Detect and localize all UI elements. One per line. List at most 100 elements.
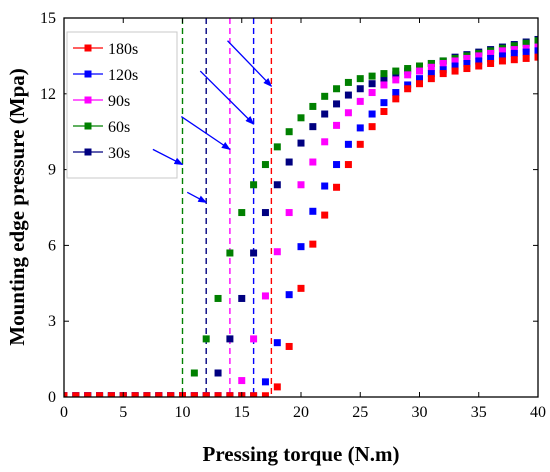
data-point: [439, 66, 447, 74]
data-point: [522, 48, 530, 56]
legend-item: 90s: [73, 93, 130, 110]
data-point: [250, 335, 258, 343]
legend-item: 120s: [73, 67, 138, 84]
data-point: [522, 39, 530, 47]
data-point: [297, 284, 305, 292]
data-point: [498, 47, 506, 55]
data-point: [475, 52, 483, 60]
data-point: [427, 63, 435, 71]
data-point: [392, 76, 400, 84]
annotation-arrow: [180, 116, 231, 150]
data-point: [131, 392, 139, 397]
x-tick-label: 30: [412, 404, 428, 421]
data-point: [404, 65, 412, 73]
data-point: [475, 57, 483, 65]
axes: 0 5 10 15 20 25 30 35 40 0 3 6 9 12 15: [40, 10, 546, 421]
x-axis-label: Pressing torque (N.m): [203, 442, 400, 466]
data-point: [273, 248, 281, 256]
data-point: [463, 54, 471, 62]
legend-marker: [84, 44, 92, 52]
data-point: [321, 110, 329, 118]
data-point: [273, 383, 281, 391]
data-point: [309, 207, 317, 215]
legend-label: 60s: [108, 119, 130, 136]
data-point: [344, 161, 352, 169]
arrows: [152, 40, 273, 204]
data-point: [344, 78, 352, 86]
data-point: [202, 335, 210, 343]
x-tick-label: 10: [175, 404, 191, 421]
data-point: [261, 209, 269, 217]
data-point: [297, 243, 305, 251]
data-point: [238, 209, 246, 217]
data-point: [510, 56, 518, 64]
data-point: [285, 291, 293, 299]
x-tick-label: 40: [530, 404, 546, 421]
data-point: [404, 85, 412, 93]
data-point: [309, 158, 317, 166]
y-axis-label: Mounting edge pressure (Mpa): [5, 68, 29, 345]
y-tick-label: 3: [48, 313, 56, 330]
data-point: [392, 67, 400, 75]
legend-marker: [84, 70, 92, 78]
data-point: [226, 392, 234, 397]
data-point: [167, 392, 175, 397]
data-point: [333, 121, 341, 129]
data-point: [427, 75, 435, 83]
data-point: [451, 67, 459, 75]
data-point: [510, 42, 518, 50]
y-tick-label: 12: [40, 86, 56, 103]
data-point: [321, 211, 329, 219]
data-point: [487, 49, 495, 57]
data-point: [392, 95, 400, 103]
legend-box: [66, 31, 178, 179]
data-point: [321, 138, 329, 146]
legend-label: 30s: [108, 145, 130, 162]
data-point: [368, 72, 376, 80]
data-point: [522, 54, 530, 62]
data-point: [534, 53, 538, 61]
data-point: [344, 140, 352, 148]
data-point: [404, 81, 412, 89]
data-point: [356, 124, 364, 132]
data-point: [451, 57, 459, 65]
data-point: [96, 392, 104, 397]
data-point: [344, 109, 352, 117]
data-point: [510, 46, 518, 54]
data-point: [190, 392, 198, 397]
data-point: [451, 62, 459, 70]
data-point: [427, 59, 435, 67]
data-point: [214, 369, 222, 377]
data-point: [238, 377, 246, 385]
data-point: [416, 80, 423, 88]
data-point: [356, 75, 364, 83]
data-point: [368, 80, 376, 88]
data-point: [356, 140, 364, 148]
legend-marker: [84, 148, 92, 156]
legend: 180s 120s 90s 60s 30s: [66, 31, 178, 179]
data-point: [498, 57, 506, 65]
data-point: [107, 392, 115, 397]
data-point: [333, 100, 341, 108]
annotation-arrow: [227, 40, 273, 87]
data-point: [487, 54, 495, 62]
data-point: [72, 392, 80, 397]
data-point: [368, 123, 376, 131]
data-point: [309, 102, 317, 110]
data-point: [273, 143, 281, 151]
data-point: [534, 37, 538, 45]
annotation-arrow: [199, 70, 255, 125]
y-tick-label: 6: [48, 237, 56, 254]
x-tick-label: 5: [119, 404, 127, 421]
data-point: [534, 47, 538, 55]
data-point: [368, 89, 376, 97]
data-point: [226, 249, 234, 257]
data-point: [333, 183, 341, 191]
legend-marker: [84, 122, 92, 130]
legend-label: 120s: [108, 67, 138, 84]
legend-item: 180s: [73, 41, 138, 58]
data-point: [155, 392, 163, 397]
data-point: [250, 392, 258, 397]
x-tick-label: 20: [293, 404, 309, 421]
